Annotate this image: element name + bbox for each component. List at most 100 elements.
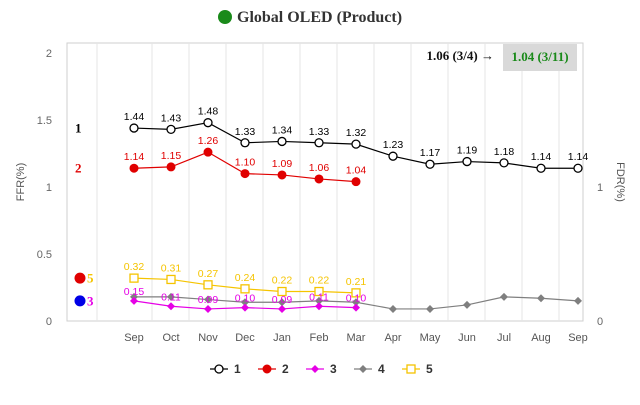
y2-tick-label: 1 (597, 182, 603, 194)
legend-item-1[interactable]: 1 (210, 362, 241, 376)
x-axis: Sep Oct Nov Dec Jan Feb Mar Apr May Jun Jul Aug Sep (124, 332, 588, 344)
x-tick-label: Feb (310, 332, 329, 344)
series-2: 1.14 1.15 1.26 1.10 1.09 1.06 1.04 (124, 135, 367, 187)
series-4-point (500, 292, 508, 301)
series-5-data-label: 0.22 (309, 275, 330, 287)
series-2-data-label: 1.10 (235, 157, 256, 169)
series-3-point (352, 303, 360, 312)
series-3-point (278, 304, 286, 313)
series-3-point (130, 296, 138, 305)
legend-marker-5 (406, 364, 416, 374)
grid-lines (96, 43, 560, 321)
series-4-point (241, 298, 249, 307)
series-5-point (314, 286, 324, 297)
series-1-data-label: 1.14 (531, 151, 552, 163)
series-5-point (203, 280, 213, 290)
series-3-data-label: 0.15 (124, 286, 145, 298)
series-5-point (166, 274, 176, 285)
legend-label-1: 1 (234, 362, 241, 376)
series-3-data-label: 0.10 (235, 293, 256, 305)
series-1-point (240, 138, 250, 148)
y-tick-label: 2 (46, 48, 52, 60)
series-3-point (315, 302, 323, 311)
series-5: 0.32 0.31 0.27 0.24 0.22 0.22 0.21 (124, 261, 366, 298)
series-4-point (167, 292, 175, 301)
series-1-point (166, 124, 176, 135)
x-tick-label: Aug (531, 332, 551, 344)
series-5-point (129, 273, 139, 283)
plot-area-frame (66, 42, 584, 322)
x-tick-label: Jun (458, 332, 476, 344)
series-1-point (462, 156, 472, 167)
title-green-dot (218, 10, 232, 24)
legend-item-2[interactable]: 2 (258, 362, 289, 376)
y-tick-label: 0 (46, 316, 52, 328)
left-callouts: 1 2 5 3 (74, 121, 94, 308)
x-tick-label: Oct (162, 332, 179, 344)
series-3-point (241, 303, 249, 312)
series-5-data-label: 0.24 (235, 272, 256, 284)
legend[interactable]: 1 2 3 4 5 (210, 362, 433, 376)
legend-item-4[interactable]: 4 (354, 362, 385, 376)
legend-label-4: 4 (378, 362, 385, 376)
x-tick-label: Nov (198, 332, 218, 344)
legend-item-3[interactable]: 3 (306, 362, 337, 376)
legend-marker-3 (311, 365, 319, 373)
series-1-data-label: 1.34 (272, 124, 293, 136)
y-axis: 0 0.5 1 1.5 2 (37, 48, 52, 328)
series-3-data-label: 0.11 (309, 291, 329, 303)
legend-item-5[interactable]: 5 (402, 362, 433, 376)
x-tick-label: Jul (497, 332, 511, 344)
callout-1-label: 1 (75, 121, 82, 136)
annotation-boxed-text: 1.04 (3/11) (511, 49, 568, 64)
series-3-point (204, 304, 212, 313)
series-1-point (536, 163, 546, 173)
series-4-point (204, 295, 212, 304)
series-1-point (388, 151, 398, 161)
series-1-point (314, 138, 324, 148)
series-2-point (277, 170, 287, 180)
y-tick-label: 1 (46, 182, 52, 194)
series-4-point (426, 304, 434, 313)
series-2-data-label: 1.06 (309, 162, 330, 174)
x-tick-label: Dec (235, 332, 255, 344)
series-1-point (351, 139, 361, 149)
series-4-point (574, 296, 582, 305)
callout-2-label: 2 (75, 161, 82, 176)
series-4-point (130, 292, 138, 301)
y-axis-title: FFR(%) (15, 163, 27, 202)
series-1-data-label: 1.33 (309, 126, 330, 138)
series-1-data-label: 1.32 (346, 127, 367, 139)
legend-marker-1 (214, 364, 224, 374)
series-1-point (277, 136, 287, 147)
series-4-point (278, 298, 286, 307)
series-2-data-label: 1.04 (346, 165, 367, 177)
x-tick-label: Sep (124, 332, 144, 344)
series-2-point (203, 147, 213, 157)
callout-3-label: 3 (87, 293, 94, 308)
series-5-data-label: 0.22 (272, 275, 293, 287)
x-tick-label: Mar (347, 332, 366, 344)
series-4 (130, 292, 582, 313)
series-2-point (129, 163, 139, 173)
series-4-point (463, 300, 471, 309)
series-5-data-label: 0.27 (198, 268, 219, 280)
x-tick-label: May (420, 332, 441, 344)
series-1-data-label: 1.23 (383, 139, 404, 151)
x-tick-label: Sep (568, 332, 588, 344)
series-5-point (277, 286, 287, 297)
callout-5-dot (74, 272, 86, 284)
series-1-data-label: 1.33 (235, 126, 256, 138)
x-tick-label: Jan (273, 332, 291, 344)
series-3: 0.15 0.11 0.09 0.10 0.09 0.11 0.10 (124, 286, 366, 313)
callout-3-dot (74, 295, 86, 307)
series-2-data-label: 1.09 (272, 158, 293, 170)
series-2-point (166, 162, 176, 172)
series-3-point (167, 302, 175, 311)
y2-axis-title: FDR(%) (614, 162, 626, 202)
series-2-data-label: 1.26 (198, 135, 219, 147)
series-5-point (351, 288, 361, 298)
series-4-point (352, 298, 360, 307)
